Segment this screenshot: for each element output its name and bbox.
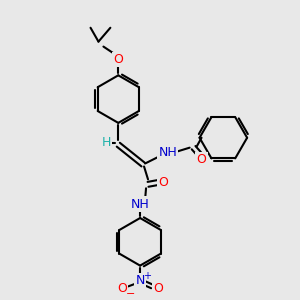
Text: O: O: [113, 53, 123, 66]
Text: O: O: [196, 153, 206, 166]
Text: NH: NH: [158, 146, 177, 159]
Text: +: +: [143, 271, 151, 281]
Text: H: H: [102, 136, 111, 149]
Text: −: −: [125, 289, 135, 299]
Text: NH: NH: [131, 198, 149, 211]
Text: O: O: [158, 176, 168, 189]
Text: N: N: [135, 274, 145, 287]
Text: O: O: [153, 282, 163, 295]
Text: O: O: [117, 282, 127, 295]
